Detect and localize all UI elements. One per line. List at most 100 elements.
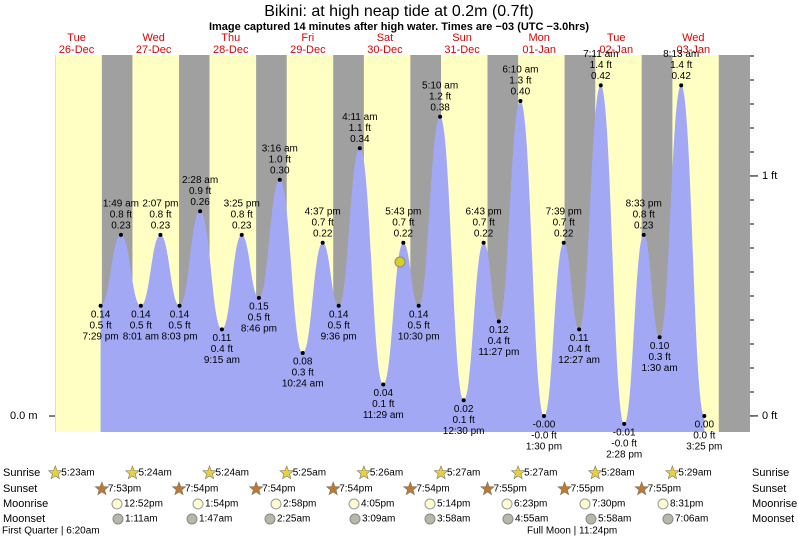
moonset-time: 1:11am xyxy=(125,514,158,525)
tide-extreme xyxy=(381,382,386,387)
sunset-icon xyxy=(94,481,110,496)
tide-height-m: 0.23 xyxy=(151,221,171,232)
moonset-icon xyxy=(662,513,674,525)
tide-height-ft: 0.7 ft xyxy=(312,217,334,228)
sunset-icon xyxy=(171,481,187,496)
moonrise-icon xyxy=(192,498,204,510)
moonrise-icon xyxy=(579,498,591,510)
tide-extreme xyxy=(541,414,546,419)
tide-extreme xyxy=(239,232,244,237)
tide-time: 12:30 pm xyxy=(443,426,485,437)
tide-time: 7:29 pm xyxy=(83,331,119,342)
tide-height-m: 0.22 xyxy=(554,228,574,239)
tide-height-m: 0.34 xyxy=(350,134,370,145)
moonrise-time: 5:14pm xyxy=(437,499,470,510)
moonrise-time: 1:54pm xyxy=(205,499,238,510)
tide-time: 8:13 am xyxy=(663,49,699,60)
tide-height-m: 0.02 xyxy=(454,404,474,415)
row-label-left: Sunrise xyxy=(3,467,40,479)
tide-extreme xyxy=(657,335,662,340)
foreground: Tue26-DecWed27-DecThu28-DecFri29-DecSat3… xyxy=(2,32,797,537)
sunset-time: 7:55pm xyxy=(648,484,681,495)
day-name: Tue xyxy=(67,32,86,44)
tide-height-ft: 0.7 ft xyxy=(553,217,575,228)
tide-height-ft: 0.4 ft xyxy=(488,336,510,347)
sunrise-icon xyxy=(356,465,372,480)
sunset-time: 7:54pm xyxy=(262,484,295,495)
tide-height-m: 0.04 xyxy=(374,388,394,399)
tide-height-ft: 1.4 ft xyxy=(670,60,692,71)
tide-height-m: 0.26 xyxy=(190,197,210,208)
tide-height-ft: 0.5 ft xyxy=(89,320,111,331)
day-date: 28-Dec xyxy=(213,44,249,56)
tide-time: 2:28 pm xyxy=(606,450,642,461)
tide-height-m: 0.22 xyxy=(313,228,333,239)
tide-height-ft: 0.8 ft xyxy=(231,210,253,221)
tide-time: 10:24 am xyxy=(282,379,324,390)
moonrise-icon xyxy=(657,498,669,510)
sunrise-time: 5:24am xyxy=(216,468,249,479)
day-date: 27-Dec xyxy=(136,44,172,56)
tide-extreme xyxy=(561,240,566,245)
tide-height-ft: 0.5 ft xyxy=(168,320,190,331)
tide-extreme xyxy=(401,240,406,245)
tide-height-ft: 0.9 ft xyxy=(189,186,211,197)
moonset-time: 1:47am xyxy=(199,514,232,525)
sunset-time: 7:55pm xyxy=(571,484,604,495)
tide-height-m: 0.23 xyxy=(634,221,654,232)
sunrise-icon xyxy=(202,465,218,480)
day-name: Wed xyxy=(682,32,704,44)
sunset-time: 7:54pm xyxy=(185,484,218,495)
tide-height-ft: -0.0 ft xyxy=(531,431,557,442)
sunset-time: 7:54pm xyxy=(416,484,449,495)
tide-time: 8:01 am xyxy=(123,331,159,342)
tide-extreme xyxy=(320,240,325,245)
tide-height-m: -0.01 xyxy=(613,428,636,439)
tide-height-ft: 0.8 ft xyxy=(633,210,655,221)
sunset-time: 7:53pm xyxy=(108,484,141,495)
tide-extreme xyxy=(277,177,282,182)
moonset-time: 3:58am xyxy=(437,514,470,525)
moonrise-icon xyxy=(270,498,282,510)
tide-time: 3:25 pm xyxy=(224,199,260,210)
day-date: 03-Jan xyxy=(677,44,711,56)
tide-time: 1:30 pm xyxy=(526,442,562,453)
tide-time: 8:33 pm xyxy=(626,199,662,210)
tide-extreme xyxy=(357,146,362,151)
tide-height-m: 0.00 xyxy=(695,420,715,431)
moonrise-icon xyxy=(424,498,436,510)
tide-height-ft: 1.3 ft xyxy=(509,76,531,87)
moonset-icon xyxy=(186,513,198,525)
moon-phase: Full Moon | 11:24pm xyxy=(527,526,617,537)
tide-height-ft: 1.1 ft xyxy=(349,123,371,134)
y2-tick-label: 1 ft xyxy=(762,170,777,182)
tide-time: 6:10 am xyxy=(502,65,538,76)
tide-extreme xyxy=(598,83,603,88)
sunset-icon xyxy=(248,481,264,496)
row-label-right: Moonset xyxy=(752,513,794,525)
current-position xyxy=(394,256,406,268)
row-label-left: Sunset xyxy=(3,483,37,495)
row-label-left: Moonset xyxy=(3,513,45,525)
tide-extreme xyxy=(118,232,123,237)
tide-extreme xyxy=(138,303,143,308)
tide-height-ft: 0.3 ft xyxy=(292,368,314,379)
moonrise-time: 4:05pm xyxy=(361,499,394,510)
tide-extreme xyxy=(641,232,646,237)
sunset-time: 7:55pm xyxy=(493,484,526,495)
tide-height-m: 0.14 xyxy=(131,309,151,320)
tide-height-ft: 0.8 ft xyxy=(110,210,132,221)
tide-height-ft: 0.4 ft xyxy=(211,344,233,355)
day-date: 29-Dec xyxy=(290,44,326,56)
tide-extreme xyxy=(496,319,501,324)
moonset-icon xyxy=(502,513,514,525)
sunrise-time: 5:24am xyxy=(138,468,171,479)
sunrise-time: 5:27am xyxy=(447,468,480,479)
sunrise-icon xyxy=(587,465,603,480)
day-date: 31-Dec xyxy=(444,44,480,56)
tide-extreme xyxy=(336,303,341,308)
moonset-icon xyxy=(264,513,276,525)
tide-height-m: 0.22 xyxy=(394,228,414,239)
moonrise-icon xyxy=(348,498,360,510)
